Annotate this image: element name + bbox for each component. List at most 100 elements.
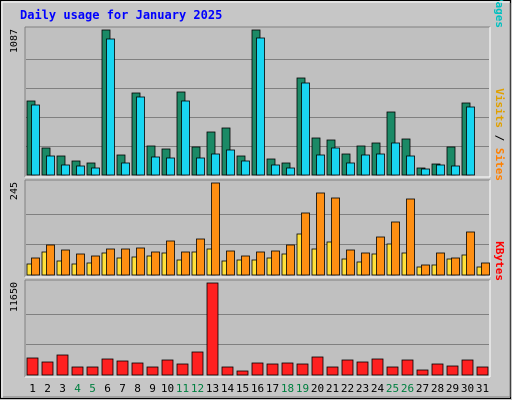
x-tick-label: 11 <box>176 382 189 395</box>
bar-kbytes-day-22 <box>341 359 354 376</box>
bar-kbytes-day-21 <box>326 366 339 376</box>
bar-kbytes-day-13 <box>206 282 219 376</box>
bar-pages-day-12 <box>196 157 205 176</box>
bar-visits-day-4 <box>76 253 85 276</box>
bar-kbytes-day-31 <box>476 366 489 376</box>
panel-hits: 1087 Hits / Files / Pages <box>9 0 506 178</box>
panel-kbytes: 11650 KBytes <box>9 241 506 378</box>
bar-visits-day-26 <box>406 198 415 276</box>
bar-pages-day-26 <box>406 155 415 176</box>
bar-visits-day-12 <box>196 238 205 276</box>
bar-pages-day-3 <box>61 164 70 176</box>
bar-pages-day-6 <box>106 38 115 176</box>
x-tick-label: 2 <box>44 382 51 395</box>
x-tick-label: 4 <box>74 382 81 395</box>
bar-pages-day-1 <box>31 104 40 176</box>
bar-visits-day-11 <box>181 251 190 276</box>
bar-pages-day-4 <box>76 165 85 176</box>
bar-pages-day-7 <box>121 162 130 176</box>
bar-visits-day-30 <box>466 231 475 276</box>
bar-pages-day-13 <box>211 153 220 176</box>
bar-visits-day-28 <box>436 252 445 276</box>
bar-visits-day-2 <box>46 244 55 276</box>
x-tick-label: 26 <box>401 382 414 395</box>
bar-pages-day-8 <box>136 96 145 176</box>
bar-pages-day-21 <box>331 147 340 176</box>
bar-kbytes-day-26 <box>401 359 414 376</box>
legend-entry: KBytes <box>493 241 506 281</box>
bar-kbytes-day-20 <box>311 356 324 376</box>
bar-pages-day-24 <box>376 153 385 176</box>
bar-visits-day-7 <box>121 248 130 276</box>
bar-kbytes-day-3 <box>56 354 69 376</box>
bar-pages-day-2 <box>46 155 55 176</box>
x-tick-label: 3 <box>59 382 66 395</box>
x-tick-label: 24 <box>371 382 385 395</box>
panel-legend: Visits / Sites <box>493 88 506 181</box>
panel-visits: 245 Visits / Sites <box>9 88 506 278</box>
bar-pages-day-22 <box>346 162 355 176</box>
x-tick-label: 5 <box>89 382 96 395</box>
bar-pages-day-29 <box>451 165 460 176</box>
bar-pages-day-16 <box>256 37 265 176</box>
bar-kbytes-day-29 <box>446 365 459 376</box>
bar-pages-day-20 <box>316 154 325 176</box>
bar-pages-day-10 <box>166 157 175 176</box>
bar-pages-day-23 <box>361 154 370 176</box>
bar-visits-day-9 <box>151 251 160 276</box>
x-tick-label: 7 <box>119 382 126 395</box>
y-max-label: 1087 <box>9 29 20 53</box>
x-tick-label: 19 <box>296 382 309 395</box>
x-tick-label: 22 <box>341 382 354 395</box>
bar-pages-day-19 <box>301 82 310 176</box>
bar-visits-day-1 <box>31 257 40 276</box>
bar-kbytes-day-25 <box>386 366 399 376</box>
bar-visits-day-15 <box>241 255 250 276</box>
bar-pages-day-15 <box>241 160 250 176</box>
bar-visits-day-16 <box>256 251 265 276</box>
bar-visits-day-6 <box>106 248 115 276</box>
bar-kbytes-day-10 <box>161 359 174 376</box>
bar-kbytes-day-2 <box>41 361 54 376</box>
bar-visits-day-29 <box>451 257 460 276</box>
x-tick-label: 20 <box>311 382 324 395</box>
chart-title: Daily usage for January 2025 <box>20 8 222 22</box>
bar-hits-day-13 <box>206 131 216 176</box>
legend-entry: Visits <box>493 88 506 128</box>
x-tick-label: 21 <box>326 382 339 395</box>
bar-visits-day-14 <box>226 250 235 276</box>
bar-kbytes-day-11 <box>176 363 189 376</box>
bar-visits-day-24 <box>376 236 385 276</box>
x-tick-label: 25 <box>386 382 399 395</box>
bar-visits-day-23 <box>361 252 370 276</box>
x-tick-label: 1 <box>29 382 36 395</box>
x-tick-label: 23 <box>356 382 369 395</box>
bar-visits-day-5 <box>91 255 100 276</box>
x-tick-label: 18 <box>281 382 294 395</box>
bar-kbytes-day-7 <box>116 360 129 376</box>
bar-visits-day-10 <box>166 240 175 276</box>
legend-entry: Pages <box>493 0 506 28</box>
x-axis-labels: 1 2 3 4 5 6 7 8 9 10 11 12 13 14 15 16 17 18 19 20 21 22 23 24 2… <box>29 382 489 395</box>
bar-kbytes-day-24 <box>371 358 384 376</box>
bar-visits-day-17 <box>271 250 280 276</box>
bar-visits-day-18 <box>286 244 295 276</box>
x-tick-label: 13 <box>206 382 219 395</box>
x-tick-label: 6 <box>104 382 111 395</box>
x-tick-label: 15 <box>236 382 249 395</box>
chart-panels: 1087 Hits / Files / Pages 245 Visits / Site… <box>9 0 506 378</box>
bar-kbytes-day-5 <box>86 366 99 376</box>
bar-kbytes-day-18 <box>281 362 294 376</box>
x-tick-label: 28 <box>431 382 444 395</box>
bar-pages-day-5 <box>91 167 100 176</box>
bar-visits-day-31 <box>481 262 490 276</box>
bar-kbytes-day-8 <box>131 362 144 376</box>
panel-legend: Hits / Files / Pages <box>493 0 506 28</box>
bar-visits-day-13 <box>211 182 220 276</box>
x-tick-label: 16 <box>251 382 264 395</box>
bar-visits-day-25 <box>391 221 400 276</box>
bar-kbytes-day-16 <box>251 362 264 376</box>
bar-kbytes-day-28 <box>431 363 444 376</box>
x-tick-label: 14 <box>221 382 235 395</box>
